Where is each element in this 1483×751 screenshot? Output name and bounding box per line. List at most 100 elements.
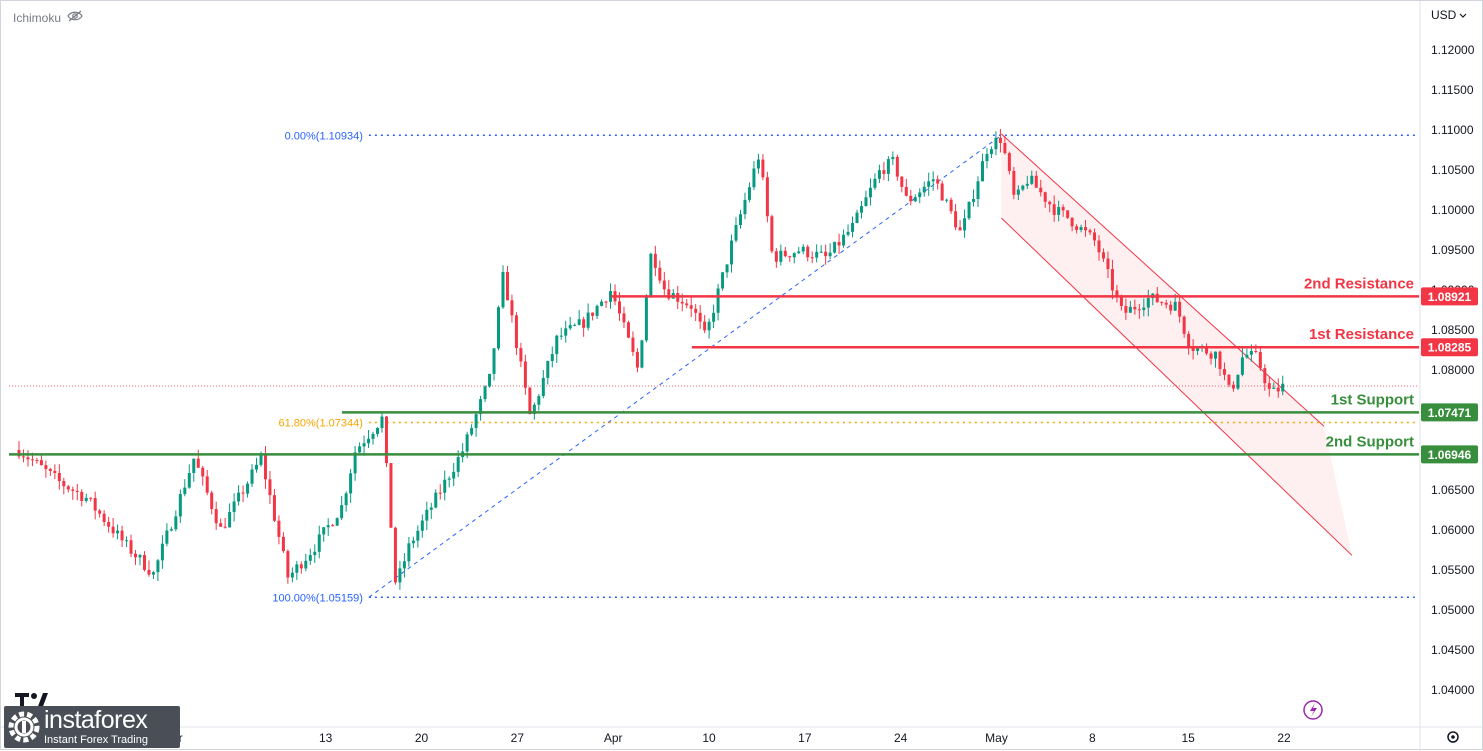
price-tick-label: 1.08500 — [1431, 323, 1475, 337]
time-tick-label: 15 — [1181, 731, 1195, 745]
indicator-name: Ichimoku — [13, 10, 62, 25]
candle-body — [1214, 351, 1218, 359]
candle-body — [452, 471, 456, 479]
candle-body — [344, 493, 348, 506]
candle-body — [169, 529, 173, 531]
candle-body — [362, 443, 366, 447]
candle-body — [393, 527, 397, 583]
candle-body — [725, 264, 729, 273]
candle-body — [864, 197, 868, 207]
candle-body — [1164, 302, 1168, 305]
candle-body — [1160, 302, 1164, 304]
channel-upper-line — [1001, 133, 1325, 427]
candle-body — [93, 498, 97, 511]
candle-body — [595, 305, 599, 316]
candle-body — [846, 231, 850, 235]
candle-body — [1227, 374, 1231, 385]
candle-body — [555, 335, 559, 355]
candle-body — [1119, 296, 1123, 306]
candle-body — [972, 199, 976, 202]
candle-body — [833, 241, 837, 253]
candle-body — [142, 555, 146, 570]
candle-body — [747, 187, 751, 200]
candle-body — [1052, 204, 1056, 215]
indicator-legend[interactable]: Ichimoku — [13, 10, 83, 25]
candle-body — [147, 569, 151, 575]
candle-body — [80, 491, 84, 501]
candle-body — [1155, 293, 1159, 303]
candle-body — [1048, 201, 1052, 205]
candle-body — [1137, 309, 1141, 311]
level-price-tag-text: 1.08285 — [1428, 341, 1472, 355]
candle-body — [340, 505, 344, 519]
candle-body — [1142, 307, 1146, 310]
time-tick-label: 8 — [1089, 731, 1096, 745]
candle-body — [573, 324, 577, 326]
candle-body — [192, 458, 196, 473]
candle-body — [98, 510, 102, 514]
candle-body — [151, 572, 155, 575]
candle-body — [89, 497, 93, 499]
candle-body — [1236, 374, 1240, 389]
lightning-icon — [1303, 700, 1323, 720]
eye-crossed-icon[interactable] — [67, 10, 83, 25]
candle-body — [761, 159, 765, 178]
candle-body — [376, 427, 380, 434]
candle-body — [26, 457, 30, 460]
candle-body — [546, 361, 550, 378]
candle-body — [1281, 383, 1285, 392]
candle-body — [183, 487, 187, 495]
level-price-tag — [1421, 445, 1478, 464]
candle-body — [1030, 175, 1034, 184]
time-tick-label: May — [985, 731, 1008, 745]
watermark-tagline: Instant Forex Trading — [44, 734, 148, 746]
candle-body — [1043, 192, 1047, 202]
candle-body — [492, 348, 496, 374]
gear-icon — [1447, 731, 1459, 743]
price-tick-label: 1.08000 — [1431, 363, 1475, 377]
candle-body — [1263, 368, 1267, 384]
candle-body — [407, 543, 411, 562]
candle-body — [721, 272, 725, 289]
candle-body — [779, 250, 783, 262]
candle-body — [523, 361, 527, 388]
level-label: 1st Resistance — [1309, 326, 1414, 343]
candle-body — [1218, 351, 1222, 370]
level-label: 2nd Resistance — [1304, 275, 1414, 292]
candle-body — [998, 137, 1002, 143]
candle-body — [223, 526, 227, 528]
level-price-tag — [1421, 338, 1478, 357]
currency-selector[interactable]: USD — [1431, 8, 1467, 22]
candle-body — [900, 176, 904, 187]
candle-body — [824, 251, 828, 257]
candle-body — [313, 551, 317, 556]
candle-body — [1070, 217, 1074, 227]
candle-body — [842, 234, 846, 246]
candle-body — [1007, 153, 1011, 171]
candle-body — [752, 168, 756, 188]
candle-body — [62, 480, 66, 487]
candle-body — [246, 483, 250, 494]
candle-body — [39, 460, 43, 466]
candle-body — [286, 551, 290, 578]
fib-level-label: 0.00%(1.10934) — [285, 130, 363, 142]
candle-body — [644, 297, 648, 341]
time-tick-label: 10 — [702, 731, 716, 745]
candle-body — [389, 463, 393, 528]
candle-body — [931, 179, 935, 182]
candle-body — [788, 256, 792, 258]
candle-body — [228, 511, 232, 528]
candle-body — [443, 479, 447, 493]
candle-body — [129, 540, 133, 554]
time-tick-label: Apr — [604, 731, 623, 745]
chevron-down-icon — [1459, 8, 1467, 22]
candle-body — [295, 564, 299, 573]
candle-body — [1025, 183, 1029, 186]
candle-body — [205, 476, 209, 493]
candle-body — [380, 416, 384, 428]
candle-body — [411, 540, 415, 544]
candle-body — [107, 522, 111, 527]
candle-body — [66, 486, 70, 490]
candle-body — [470, 428, 474, 435]
